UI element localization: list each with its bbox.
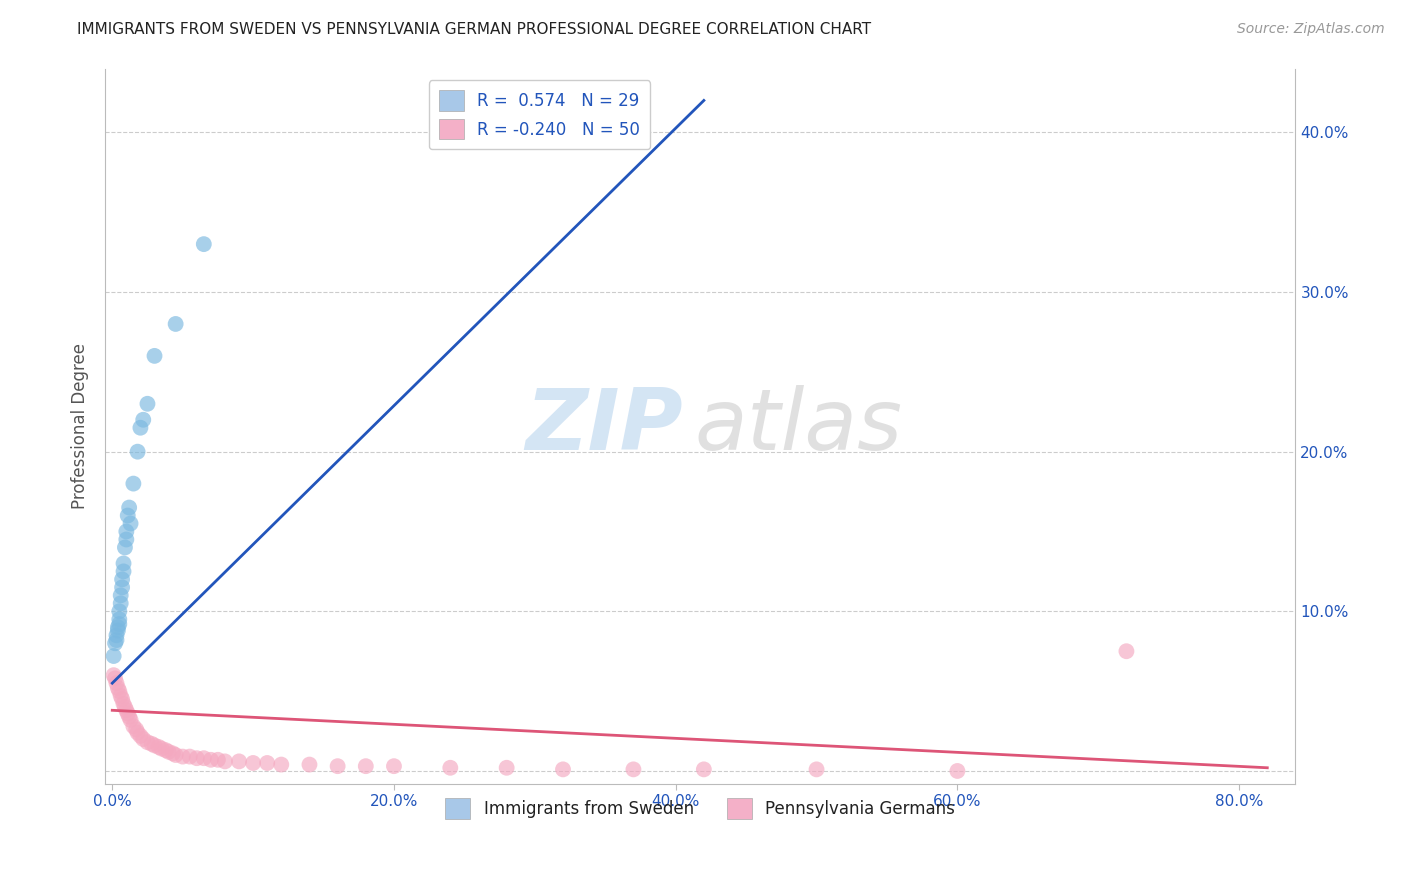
Point xyxy=(155,743,177,757)
Point xyxy=(439,761,461,775)
Point xyxy=(623,763,645,777)
Point xyxy=(108,617,131,632)
Point xyxy=(111,573,134,587)
Point xyxy=(165,317,187,331)
Point xyxy=(120,516,142,531)
Point xyxy=(105,676,128,690)
Point xyxy=(298,757,321,772)
Point xyxy=(110,596,132,610)
Point xyxy=(103,668,125,682)
Point xyxy=(115,533,138,547)
Legend: Immigrants from Sweden, Pennsylvania Germans: Immigrants from Sweden, Pennsylvania Ger… xyxy=(439,792,962,825)
Point xyxy=(107,620,129,634)
Point xyxy=(228,755,250,769)
Text: IMMIGRANTS FROM SWEDEN VS PENNSYLVANIA GERMAN PROFESSIONAL DEGREE CORRELATION CH: IMMIGRANTS FROM SWEDEN VS PENNSYLVANIA G… xyxy=(77,22,872,37)
Point xyxy=(165,747,187,762)
Point xyxy=(693,763,716,777)
Point xyxy=(214,755,236,769)
Point xyxy=(157,745,180,759)
Point xyxy=(193,751,215,765)
Point xyxy=(111,692,134,706)
Point xyxy=(242,756,264,770)
Point xyxy=(179,749,201,764)
Point xyxy=(256,756,278,770)
Point xyxy=(136,397,159,411)
Point xyxy=(105,633,128,648)
Point xyxy=(115,703,138,717)
Point xyxy=(495,761,517,775)
Point xyxy=(114,541,136,555)
Point xyxy=(115,524,138,539)
Point xyxy=(122,719,145,733)
Point xyxy=(186,751,208,765)
Point xyxy=(132,413,155,427)
Point xyxy=(112,565,135,579)
Point xyxy=(143,739,166,753)
Point xyxy=(129,729,152,743)
Y-axis label: Professional Degree: Professional Degree xyxy=(72,343,89,509)
Point xyxy=(112,557,135,571)
Point xyxy=(108,604,131,618)
Point xyxy=(127,444,149,458)
Point xyxy=(110,588,132,602)
Point xyxy=(132,732,155,747)
Point xyxy=(551,763,574,777)
Point xyxy=(200,753,222,767)
Point xyxy=(129,421,152,435)
Point xyxy=(172,749,194,764)
Point xyxy=(110,689,132,703)
Point xyxy=(120,713,142,727)
Point xyxy=(105,628,128,642)
Point xyxy=(108,684,131,698)
Point xyxy=(118,500,141,515)
Point xyxy=(207,753,229,767)
Point xyxy=(117,706,139,721)
Point xyxy=(112,697,135,711)
Point xyxy=(143,349,166,363)
Point xyxy=(114,700,136,714)
Text: ZIP: ZIP xyxy=(524,384,682,467)
Point xyxy=(946,764,969,778)
Point xyxy=(326,759,349,773)
Point xyxy=(107,624,129,638)
Point xyxy=(117,508,139,523)
Point xyxy=(104,672,127,686)
Point xyxy=(150,741,173,756)
Point xyxy=(107,681,129,695)
Point xyxy=(104,636,127,650)
Point xyxy=(127,725,149,739)
Point xyxy=(806,763,828,777)
Text: atlas: atlas xyxy=(695,384,903,467)
Point xyxy=(270,757,292,772)
Point xyxy=(103,648,125,663)
Point xyxy=(108,612,131,626)
Point xyxy=(111,580,134,594)
Point xyxy=(1115,644,1137,658)
Point xyxy=(354,759,377,773)
Point xyxy=(162,747,184,761)
Point xyxy=(193,237,215,252)
Point xyxy=(136,735,159,749)
Text: Source: ZipAtlas.com: Source: ZipAtlas.com xyxy=(1237,22,1385,37)
Point xyxy=(118,709,141,723)
Point xyxy=(141,737,163,751)
Point xyxy=(148,739,170,754)
Point xyxy=(122,476,145,491)
Point xyxy=(125,723,148,737)
Point xyxy=(382,759,405,773)
